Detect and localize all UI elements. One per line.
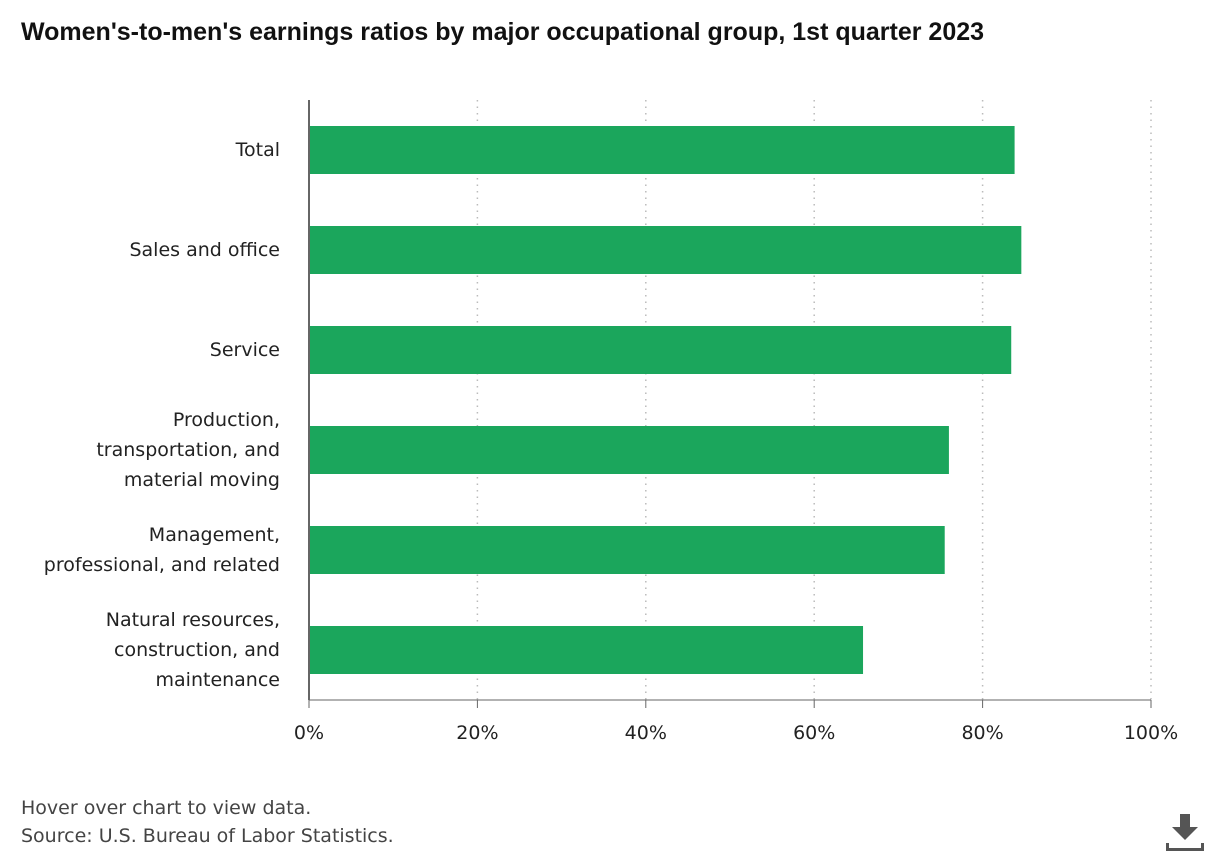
bar[interactable]: [309, 326, 1012, 374]
chart-title: Women's-to-men's earnings ratios by majo…: [21, 18, 985, 46]
x-tick-label: 0%: [293, 722, 325, 744]
category-label-line: Management,: [148, 524, 280, 546]
category-label: Production, transportation, and material m…: [0, 405, 280, 495]
x-tick-label: 20%: [456, 722, 499, 744]
download-icon: [1166, 814, 1204, 851]
category-label-line: maintenance: [155, 669, 280, 691]
category-label: Natural resources, construction, and maint…: [0, 605, 280, 695]
bar[interactable]: [309, 226, 1022, 274]
category-label-line: Sales and office: [129, 239, 280, 261]
category-label-line: material moving: [123, 469, 280, 491]
x-tick-label: 60%: [793, 722, 836, 744]
category-label: Sales and office: [0, 235, 280, 265]
category-label-line: transportation, and: [96, 439, 280, 461]
bar[interactable]: [309, 126, 1015, 174]
download-button[interactable]: [1164, 812, 1206, 854]
category-label-line: Natural resources,: [105, 609, 280, 631]
category-label-line: Service: [209, 339, 280, 361]
chart-footer: Hover over chart to view data. Source: U…: [21, 794, 394, 850]
bar[interactable]: [309, 426, 949, 474]
axes: [308, 100, 1152, 708]
hover-hint: Hover over chart to view data.: [21, 797, 312, 819]
category-label-line: professional, and related: [43, 554, 280, 576]
bar[interactable]: [309, 526, 945, 574]
category-label-line: Production,: [172, 409, 280, 431]
x-tick-label: 40%: [624, 722, 667, 744]
x-tick-label: 80%: [961, 722, 1004, 744]
category-label-line: Total: [235, 139, 280, 161]
category-label-line: construction, and: [114, 639, 280, 661]
category-label: Management, professional, and related: [0, 520, 280, 580]
category-label: Total: [0, 135, 280, 165]
bars: [309, 126, 1022, 674]
x-tick-label: 100%: [1123, 722, 1179, 744]
gridlines: [476, 100, 1152, 700]
bar[interactable]: [309, 626, 864, 674]
category-label: Service: [0, 335, 280, 365]
source-note: Source: U.S. Bureau of Labor Statistics.: [21, 825, 394, 847]
